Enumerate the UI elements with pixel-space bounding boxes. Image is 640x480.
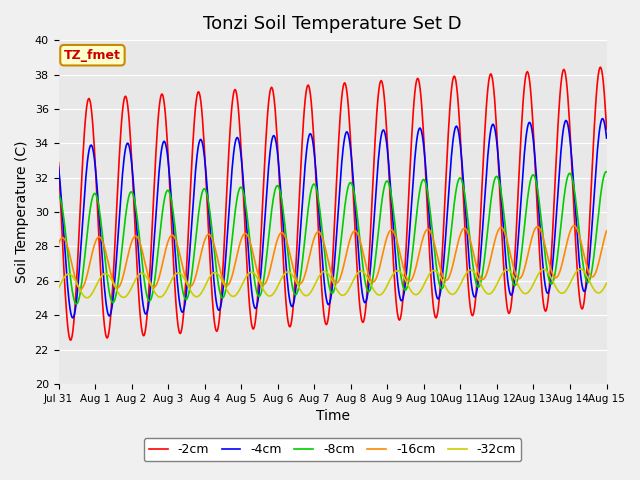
-4cm	[69, 315, 77, 321]
-16cm	[432, 248, 440, 253]
-4cm	[176, 300, 184, 305]
-2cm	[553, 139, 561, 144]
-2cm	[54, 160, 62, 166]
-8cm	[199, 187, 207, 192]
-4cm	[553, 201, 561, 206]
Title: Tonzi Soil Temperature Set D: Tonzi Soil Temperature Set D	[204, 15, 462, 33]
-8cm	[54, 192, 62, 198]
-16cm	[176, 251, 184, 256]
-8cm	[432, 262, 440, 267]
-8cm	[603, 169, 611, 175]
Legend: -2cm, -4cm, -8cm, -16cm, -32cm: -2cm, -4cm, -8cm, -16cm, -32cm	[144, 438, 521, 461]
-4cm	[603, 135, 611, 141]
-2cm	[378, 79, 386, 85]
-32cm	[83, 295, 90, 300]
Line: -8cm: -8cm	[58, 172, 607, 304]
-4cm	[54, 164, 62, 169]
Text: TZ_fmet: TZ_fmet	[64, 48, 121, 62]
-2cm	[176, 330, 184, 336]
-32cm	[576, 266, 584, 272]
-4cm	[378, 129, 386, 135]
-16cm	[553, 274, 561, 280]
-16cm	[603, 228, 611, 234]
Line: -2cm: -2cm	[58, 67, 607, 340]
-8cm	[325, 281, 333, 287]
-32cm	[54, 286, 62, 291]
Line: -4cm: -4cm	[58, 119, 607, 318]
-32cm	[199, 287, 207, 293]
-4cm	[325, 302, 333, 308]
-4cm	[599, 116, 607, 121]
-8cm	[176, 266, 184, 272]
-32cm	[325, 272, 333, 277]
-32cm	[176, 270, 184, 276]
-2cm	[67, 337, 74, 343]
Y-axis label: Soil Temperature (C): Soil Temperature (C)	[15, 141, 29, 283]
Line: -32cm: -32cm	[58, 269, 607, 298]
-2cm	[432, 315, 440, 321]
-2cm	[199, 126, 207, 132]
X-axis label: Time: Time	[316, 409, 349, 423]
-4cm	[199, 144, 207, 150]
-16cm	[325, 260, 333, 266]
-32cm	[553, 287, 561, 292]
-2cm	[325, 312, 333, 317]
-8cm	[72, 301, 80, 307]
-16cm	[570, 223, 578, 228]
Line: -16cm: -16cm	[58, 226, 607, 289]
-8cm	[553, 257, 561, 263]
-2cm	[603, 126, 611, 132]
-16cm	[199, 242, 207, 248]
-2cm	[596, 64, 604, 70]
-16cm	[77, 286, 84, 292]
-16cm	[378, 254, 386, 260]
-16cm	[54, 241, 62, 247]
-32cm	[378, 291, 386, 297]
-32cm	[603, 280, 611, 286]
-32cm	[432, 268, 440, 274]
-8cm	[378, 197, 386, 203]
-4cm	[432, 291, 440, 297]
